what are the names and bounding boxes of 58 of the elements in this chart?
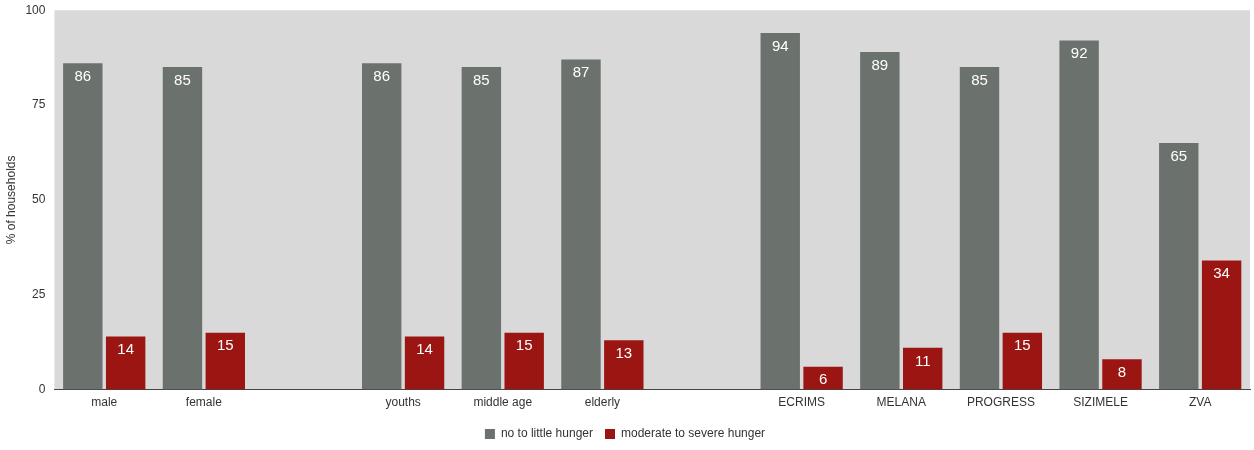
- data-label: 14: [416, 340, 433, 358]
- data-label: 85: [473, 70, 490, 88]
- data-label: 85: [174, 70, 191, 88]
- bar: [760, 32, 800, 390]
- data-label: 94: [771, 36, 789, 54]
- x-tick-label: ZVA: [1188, 395, 1212, 410]
- data-label: 87: [572, 63, 590, 81]
- legend-label: no to little hunger: [500, 426, 593, 441]
- bar: [1201, 260, 1242, 390]
- x-tick-label: male: [91, 395, 118, 410]
- bar: [63, 63, 103, 390]
- x-tick-label: ECRIMS: [778, 395, 825, 410]
- bar: [803, 366, 843, 390]
- bar: [1102, 359, 1142, 390]
- bar: [461, 67, 502, 390]
- bar: [1159, 142, 1199, 390]
- x-tick-label: youths: [385, 395, 421, 410]
- x-tick-label: MELANA: [876, 395, 926, 410]
- data-label: 15: [515, 336, 533, 354]
- y-tick-label: 100: [25, 2, 46, 17]
- bar: [362, 63, 402, 390]
- data-label: 86: [373, 66, 391, 84]
- legend-label: moderate to severe hunger: [620, 426, 766, 441]
- data-label: 65: [1170, 146, 1188, 164]
- data-label: 11: [914, 351, 931, 369]
- bar: [105, 336, 146, 390]
- x-tick-label: female: [185, 395, 223, 410]
- data-label: 6: [818, 370, 828, 388]
- data-label: 89: [871, 55, 889, 73]
- x-tick-label: PROGRESS: [966, 395, 1035, 410]
- bar: [1059, 40, 1099, 390]
- y-tick-label: 0: [38, 381, 46, 396]
- x-tick-label: SIZIMELE: [1073, 395, 1128, 410]
- y-tick-label: 50: [32, 192, 46, 207]
- bar: [504, 332, 544, 390]
- x-tick-label: middle age: [473, 395, 533, 410]
- bar: [162, 67, 203, 390]
- data-label: 8: [1117, 362, 1127, 380]
- y-tick-label: 75: [32, 97, 46, 112]
- data-label: 15: [216, 336, 234, 354]
- data-label: 13: [615, 343, 633, 361]
- y-axis-title: % of households: [3, 155, 18, 245]
- data-label: 86: [74, 66, 92, 84]
- bar: [404, 336, 445, 390]
- bar: [1002, 332, 1043, 390]
- data-label: 15: [1014, 336, 1031, 354]
- bar: [959, 67, 1000, 390]
- data-label: 92: [1070, 44, 1088, 62]
- bar: [903, 347, 943, 390]
- bar: [604, 340, 644, 390]
- data-label: 34: [1213, 264, 1230, 282]
- y-tick-label: 25: [32, 287, 46, 302]
- bar: [561, 59, 601, 390]
- data-label: 85: [971, 70, 988, 88]
- x-tick-label: elderly: [584, 395, 621, 410]
- bar: [860, 51, 900, 390]
- bar: [205, 332, 245, 390]
- data-label: 14: [117, 340, 134, 358]
